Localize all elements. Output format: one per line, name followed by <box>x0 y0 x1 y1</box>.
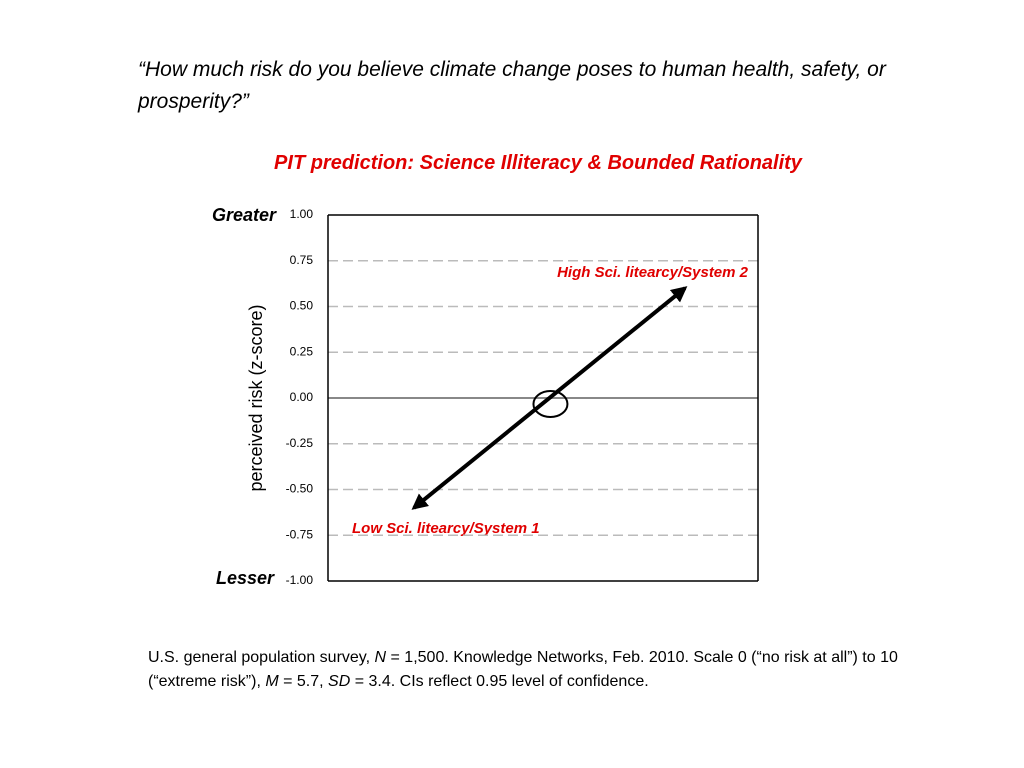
y-tick-label: -0.50 <box>286 482 314 496</box>
annotation-top: Greater <box>212 205 277 225</box>
footnote-text: N <box>374 649 387 666</box>
footnote-text: = 1,500. Knowledge Networks, Feb. 2010. … <box>148 649 898 690</box>
annotation-low: Low Sci. litearcy/System 1 <box>352 520 540 537</box>
footnote-text: M <box>265 673 279 690</box>
question: “How much risk do you believe climate ch… <box>138 58 886 113</box>
annotation-bottom: Lesser <box>216 568 275 588</box>
footnote-text: SD <box>328 673 351 690</box>
y-axis-label: perceived risk (z-score) <box>246 304 266 491</box>
y-tick-label: 0.75 <box>290 253 314 267</box>
y-tick-label: -1.00 <box>286 573 314 587</box>
prediction-arrow <box>411 286 688 510</box>
y-tick-label: -0.25 <box>286 436 314 450</box>
footnote-text: = 3.4. CIs reflect 0.95 level of confide… <box>350 673 649 690</box>
y-tick-label: -0.75 <box>286 527 314 541</box>
y-tick-label: 1.00 <box>290 207 314 221</box>
footnote-text: U.S. general population survey, <box>148 649 375 666</box>
chart-title: PIT prediction: Science Illiteracy & Bou… <box>274 152 802 174</box>
footnote: U.S. general population survey, N = 1,50… <box>148 646 963 694</box>
annotation-high: High Sci. litearcy/System 2 <box>557 264 749 281</box>
y-tick-label: 0.50 <box>290 299 314 313</box>
y-tick-label: 0.00 <box>290 390 314 404</box>
footnote-text: = 5.7, <box>278 673 329 690</box>
crossover-circle <box>532 390 569 418</box>
y-tick-label: 0.25 <box>290 344 314 358</box>
